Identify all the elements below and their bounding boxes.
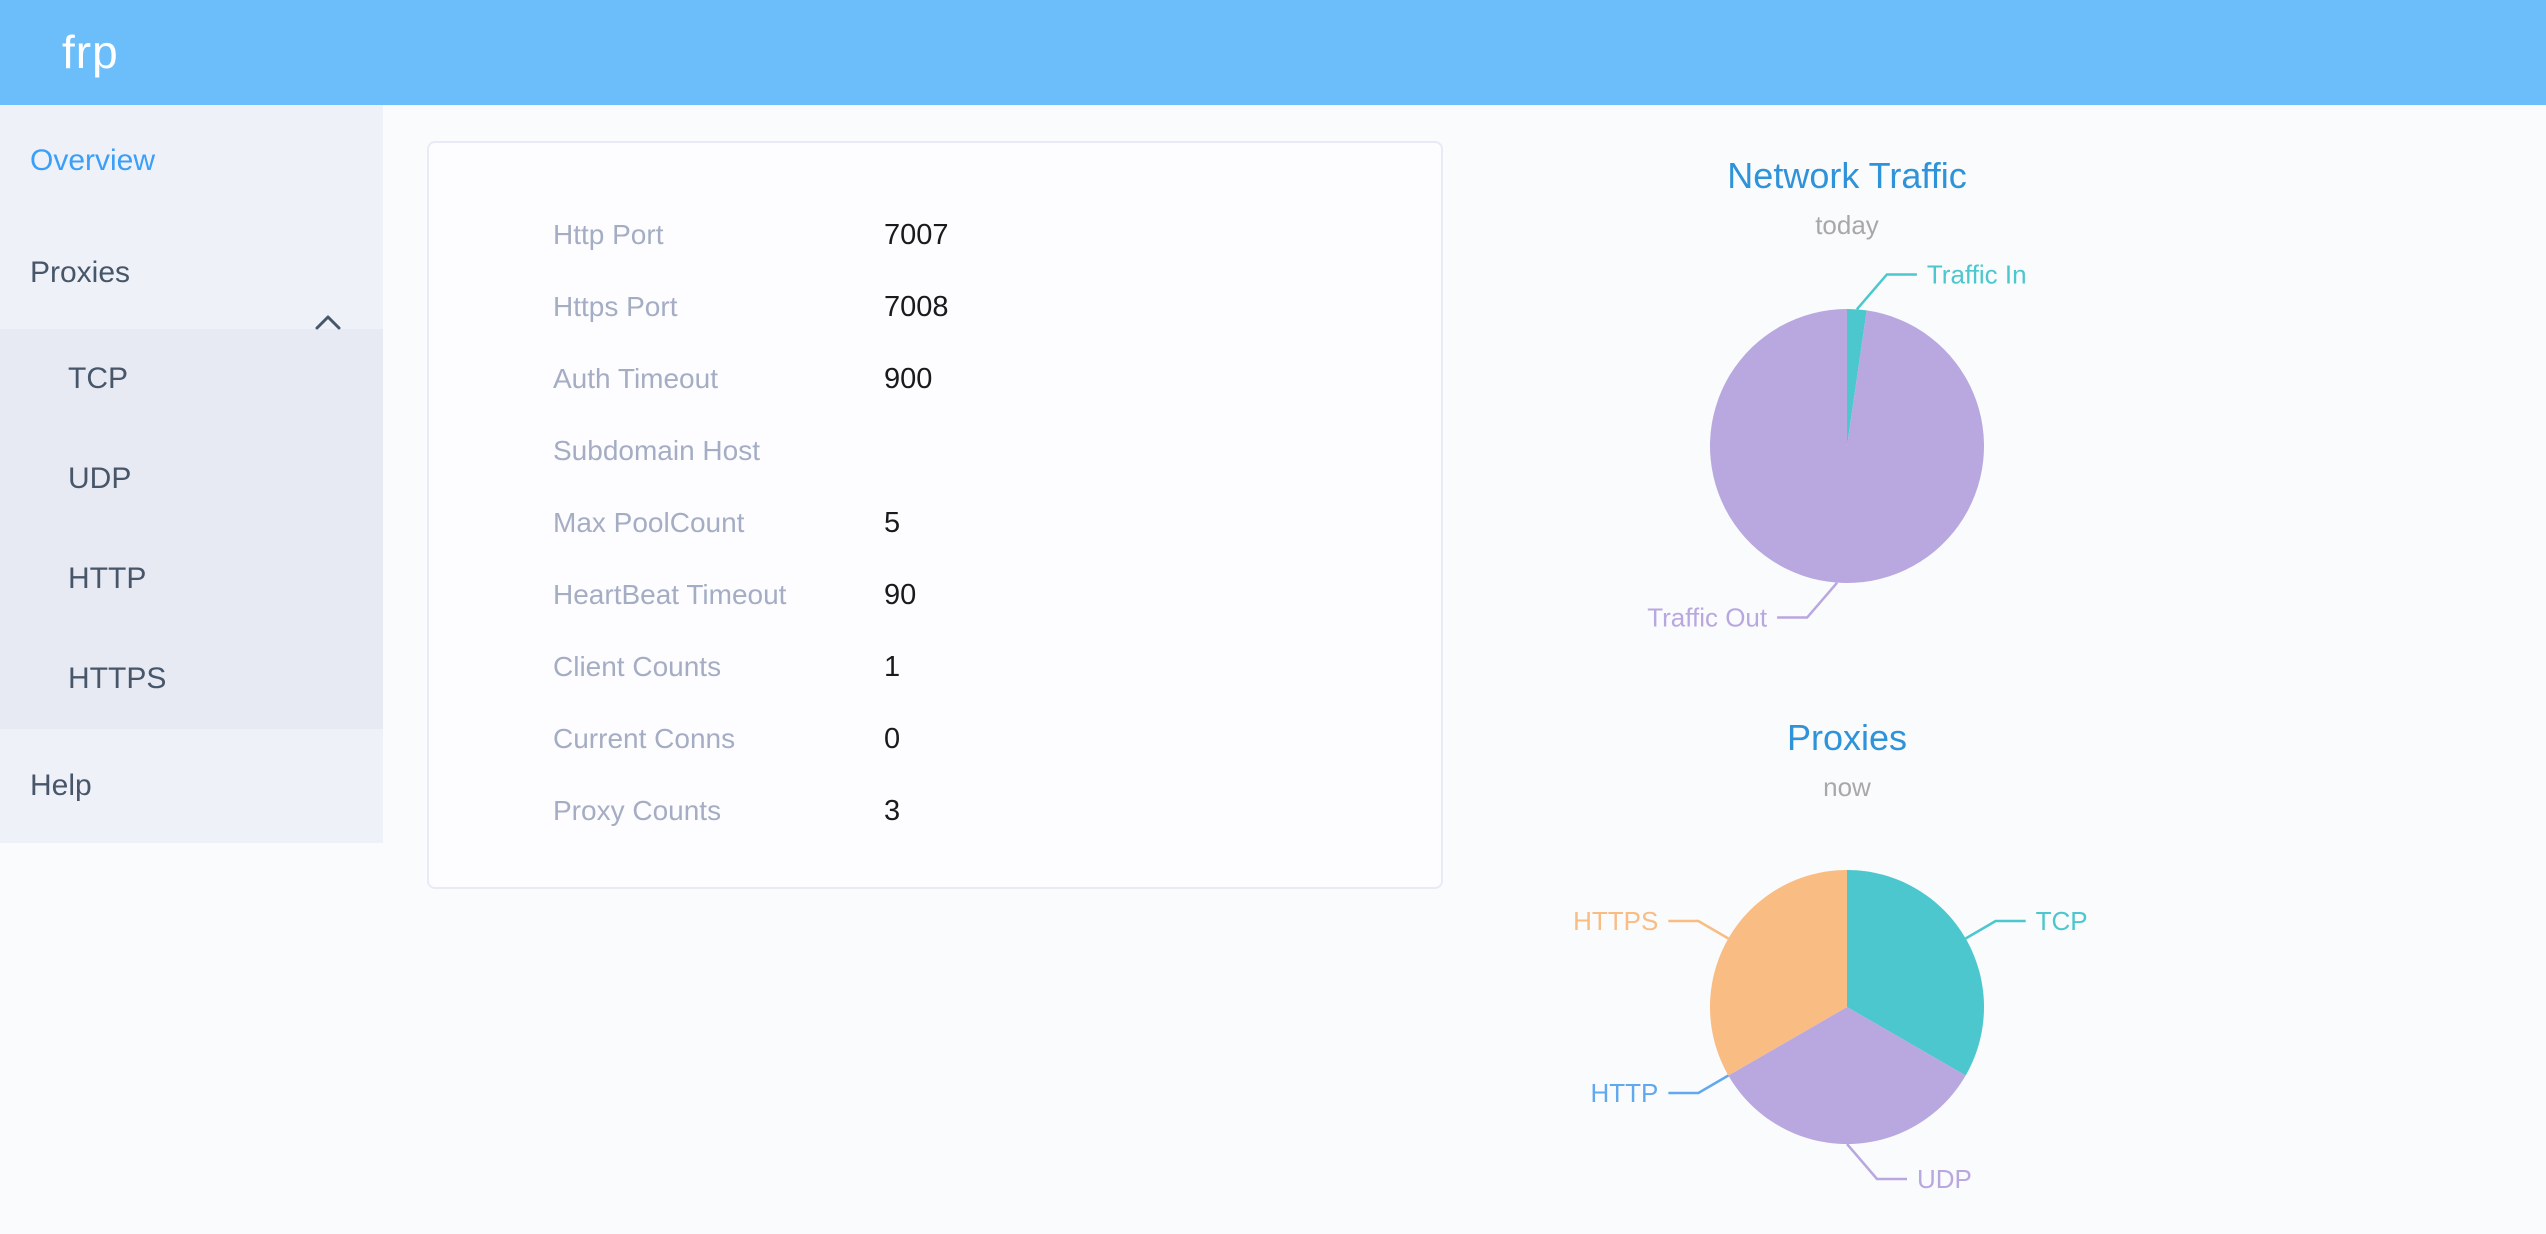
sidebar-item-label: Help: [30, 769, 92, 802]
server-info-row: Subdomain Host: [429, 415, 1441, 487]
server-info-label: HeartBeat Timeout: [553, 579, 787, 610]
pie-slice-tcp[interactable]: [1847, 870, 1985, 1076]
server-info-row: Proxy Counts 3: [429, 775, 1441, 847]
server-info-label: Proxy Counts: [553, 795, 722, 826]
server-info-card: Http Port 7007 Https Port 7008 Auth Time…: [427, 141, 1443, 889]
server-info-value: 7008: [884, 290, 949, 323]
server-info-row: Max PoolCount 5: [429, 487, 1441, 559]
pie-network-traffic: Traffic In Traffic Out: [1647, 260, 2026, 633]
sidebar-item-label: Proxies: [30, 256, 131, 289]
server-info-row: Http Port 7007: [429, 199, 1441, 271]
proxies-chart-title: Proxies: [1786, 717, 1908, 758]
sidebar-item-http[interactable]: HTTP: [68, 562, 147, 595]
pie-label-tcp: TCP: [2036, 906, 2088, 936]
network-traffic-subtitle: today: [1815, 210, 1879, 240]
proxies-chart-subtitle: now: [1823, 772, 1871, 802]
sidebar-item-udp[interactable]: UDP: [68, 462, 132, 495]
pie-label-http: HTTP: [1590, 1078, 1658, 1108]
server-info-value: 7007: [884, 218, 949, 251]
server-info-row: Client Counts 1: [429, 631, 1441, 703]
pie-labelline-https: [1668, 919, 1729, 940]
server-info-label: Http Port: [553, 219, 664, 250]
pie-label-https: HTTPS: [1573, 906, 1658, 936]
pie-proxies: TCP UDP HTTP HTTPS: [1573, 870, 2088, 1194]
sidebar-item-proxies[interactable]: Proxies: [0, 217, 383, 330]
sidebar-item-label: Overview: [30, 144, 156, 177]
server-info-row: Https Port 7008: [429, 271, 1441, 343]
pie-charts-canvas: Traffic In Traffic Out TCP UDP HTTP HTTPS: [1573, 260, 2088, 1195]
proxies-submenu: TCP UDP HTTP HTTPS: [0, 329, 383, 729]
pie-label-traffic-out: Traffic Out: [1647, 603, 1768, 633]
sidebar-item-overview[interactable]: Overview: [0, 105, 383, 217]
server-info-label: Max PoolCount: [553, 507, 745, 538]
server-info-label: Https Port: [553, 291, 678, 322]
server-info-value: 3: [884, 794, 901, 827]
server-info-row: HeartBeat Timeout 90: [429, 559, 1441, 631]
server-info-value: 900: [884, 362, 933, 395]
pie-labelline-traffic-out: [1777, 581, 1839, 619]
server-info-row: Current Conns 0: [429, 703, 1441, 775]
pie-labelline-udp: [1846, 1143, 1908, 1181]
pie-slice-https[interactable]: [1710, 870, 1847, 1076]
app-logo: frp: [62, 26, 119, 78]
pie-label-traffic-in: Traffic In: [1927, 260, 2027, 290]
server-info-label: Current Conns: [553, 723, 736, 754]
chevron-up-icon: [315, 265, 341, 377]
server-info-value: 1: [884, 650, 901, 683]
sidebar-nav: Overview Proxies TCP UDP HTTP HTTPS Help: [0, 105, 383, 843]
header-bar: frp: [0, 0, 2546, 105]
server-info-row: Auth Timeout 900: [429, 343, 1441, 415]
sidebar-item-help[interactable]: Help: [0, 729, 383, 843]
pie-labelline-tcp: [1965, 919, 2026, 940]
server-info-label: Subdomain Host: [553, 435, 761, 466]
server-info-value: 5: [884, 506, 901, 539]
server-info-value: 90: [884, 578, 917, 611]
pie-label-udp: UDP: [1917, 1164, 1972, 1194]
server-info-label: Auth Timeout: [553, 363, 718, 394]
pie-labelline-http: [1668, 1074, 1729, 1095]
pie-labelline-traffic-in: [1855, 273, 1917, 311]
sidebar-item-https[interactable]: HTTPS: [68, 662, 167, 695]
pie-slice-traffic-out[interactable]: [1709, 309, 1984, 583]
server-info-value: 0: [884, 722, 901, 755]
pie-slice-traffic-in[interactable]: [1847, 309, 1867, 446]
pie-slice-udp[interactable]: [1728, 1007, 1966, 1144]
network-traffic-title: Network Traffic: [1727, 155, 1967, 196]
sidebar-item-tcp[interactable]: TCP: [68, 362, 128, 395]
server-info-label: Client Counts: [553, 651, 722, 682]
